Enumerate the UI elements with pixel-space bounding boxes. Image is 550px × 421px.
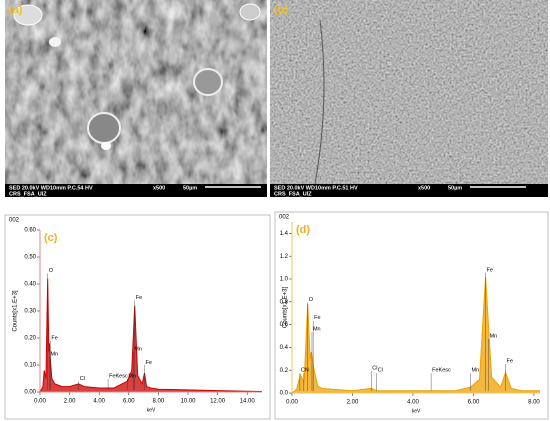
y-tick-label: 0.4 (280, 345, 289, 351)
peak-label: Fe (145, 360, 151, 366)
header: 002 (9, 218, 20, 224)
y-tick-label: 0.6 (280, 322, 289, 328)
y-tick-label: 1.2 (280, 254, 289, 260)
peak-label: Mn (128, 373, 136, 379)
x-tick-label: 4.00 (407, 400, 419, 406)
info-bar (5, 184, 267, 197)
panel-label: (c) (44, 232, 58, 244)
magnification: x500 (418, 185, 430, 191)
spectrum (291, 276, 540, 394)
particle (13, 4, 43, 26)
peak-label: FeKesc (432, 368, 451, 374)
x-axis-label: keV (147, 407, 156, 413)
x-tick-label: 10.00 (180, 399, 196, 405)
y-axis-label: Counts[x1.E+3] (283, 287, 289, 329)
y-tick-label: 1.4 (280, 231, 289, 237)
peak-label: FeKesc (109, 373, 128, 379)
header: 002 (279, 215, 290, 221)
chart-frame (4, 214, 271, 420)
peak-label: Fe (487, 267, 493, 273)
magnification: x500 (153, 185, 165, 191)
y-tick-label: 0.00 (24, 390, 36, 396)
peak-label: N (305, 368, 309, 374)
x-tick-label: 14.00 (240, 399, 256, 405)
x-tick-label: 6.00 (123, 399, 135, 405)
y-axis-label: Counts[x1.E+3] (13, 290, 19, 332)
spectrum (39, 278, 263, 393)
y-tick-label: 0.10 (24, 363, 36, 369)
operator: CRS_FSA_UIZ (9, 191, 47, 197)
peak-label: Fe (51, 335, 57, 341)
spectrum-area (40, 278, 262, 392)
y-tick-label: 0.60 (24, 228, 36, 234)
peak-label: Mn (134, 346, 142, 352)
x-tick-label: 12.00 (210, 399, 226, 405)
peak-label: Fe (507, 359, 513, 365)
scale-text: 50µm (448, 185, 462, 191)
particle (87, 112, 121, 144)
peak-label: Mn (313, 327, 321, 333)
x-tick-label: 6.00 (468, 400, 480, 406)
y-tick-label: 1.0 (280, 277, 289, 283)
peak-label: Cl (80, 376, 85, 382)
particle (101, 142, 111, 150)
peak-label: C (301, 368, 305, 374)
crack (314, 19, 325, 185)
peak-label: Cl (378, 368, 383, 374)
y-tick-label: 0.20 (24, 336, 36, 342)
panel-label: (b) (274, 4, 288, 16)
y-tick-label: 0.8 (280, 299, 289, 305)
sem-panel-b (270, 0, 548, 197)
peak-label: Mn (471, 368, 479, 374)
x-tick-label: 0.00 (286, 400, 298, 406)
x-tick-label: 0.00 (34, 399, 46, 405)
scale-text: 50µm (183, 185, 197, 191)
peak-label: O (309, 297, 314, 303)
info-text: SED 20.0kV WD10mm P.C.54 HV (9, 185, 93, 191)
peak-label: Cl (372, 365, 377, 371)
x-tick-label: 2.00 (64, 399, 76, 405)
y-tick-label: 0.40 (24, 282, 36, 288)
panel-label: (d) (296, 224, 310, 236)
particle (239, 3, 261, 21)
sem-image (5, 0, 267, 184)
operator: CRS_FSA_UIZ (274, 191, 312, 197)
sem-image (270, 0, 548, 184)
particle (49, 37, 61, 47)
y-tick-label: 0.2 (280, 368, 289, 374)
x-tick-label: 8.00 (528, 400, 540, 406)
peak-label: O (49, 268, 54, 274)
x-tick-label: 2.00 (347, 400, 359, 406)
info-text: SED 20.0kV WD10mm P.C.51 HV (274, 185, 358, 191)
particle (193, 68, 223, 96)
peak-label: Mn (50, 352, 58, 358)
x-tick-label: 4.00 (93, 399, 105, 405)
peak-label: Fe (314, 315, 320, 321)
sem-panel-a (5, 0, 267, 197)
peak-label: Mn (490, 333, 498, 339)
chart-frame (274, 211, 549, 420)
peak-label: Fe (136, 295, 142, 301)
y-tick-label: 0.50 (24, 255, 36, 261)
x-tick-label: 8.00 (153, 399, 165, 405)
y-tick-label: 0.30 (24, 309, 36, 315)
panel-label: (a) (9, 4, 23, 16)
x-axis-label: keV (412, 408, 421, 414)
spectrum-area (292, 276, 540, 393)
y-tick-label: 0.0 (280, 391, 289, 397)
